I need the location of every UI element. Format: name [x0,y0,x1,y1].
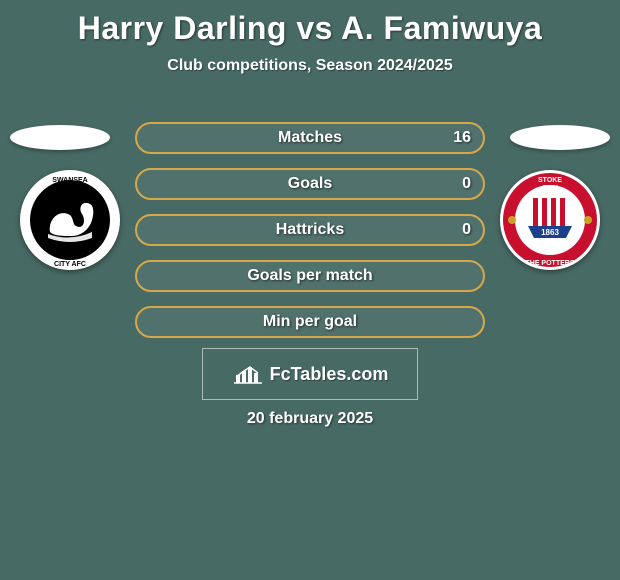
player-right-placeholder [510,125,610,150]
stat-label: Matches [278,129,342,147]
bar-chart-icon [232,363,264,385]
stat-label: Hattricks [276,221,344,239]
stat-pill-hattricks: Hattricks 0 [135,214,485,246]
swansea-badge-svg: SWANSEA CITY AFC [20,170,120,270]
svg-text:THE POTTERS: THE POTTERS [525,260,574,267]
watermark: FcTables.com [202,348,418,400]
comparison-infographic: Harry Darling vs A. Famiwuya Club compet… [0,0,620,580]
svg-text:CITY AFC: CITY AFC [54,261,86,268]
club-badge-left: SWANSEA CITY AFC [20,170,120,270]
page-subtitle: Club competitions, Season 2024/2025 [0,57,620,75]
stoke-badge: 1863 STOKE CITY THE POTTERS [500,170,600,270]
stat-label: Min per goal [263,313,357,331]
stat-label: Goals per match [247,267,372,285]
stat-value: 16 [453,129,471,147]
player-left-placeholder [10,125,110,150]
stat-pill-goals-per-match: Goals per match [135,260,485,292]
svg-text:CITY: CITY [542,185,558,192]
stat-label: Goals [288,175,332,193]
date-text: 20 february 2025 [0,410,620,428]
page-title: Harry Darling vs A. Famiwuya [0,0,620,47]
stat-pill-matches: Matches 16 [135,122,485,154]
swansea-badge: SWANSEA CITY AFC [20,170,120,270]
stats-column: Matches 16 Goals 0 Hattricks 0 Goals per… [135,122,485,352]
stat-value: 0 [462,175,471,193]
stat-pill-min-per-goal: Min per goal [135,306,485,338]
svg-text:STOKE: STOKE [538,177,562,184]
stoke-badge-svg: 1863 STOKE CITY THE POTTERS [500,170,600,270]
club-badge-right: 1863 STOKE CITY THE POTTERS [500,170,600,270]
stat-pill-goals: Goals 0 [135,168,485,200]
svg-text:1863: 1863 [541,228,559,237]
svg-text:SWANSEA: SWANSEA [52,177,87,184]
watermark-text: FcTables.com [270,364,389,385]
stat-value: 0 [462,221,471,239]
